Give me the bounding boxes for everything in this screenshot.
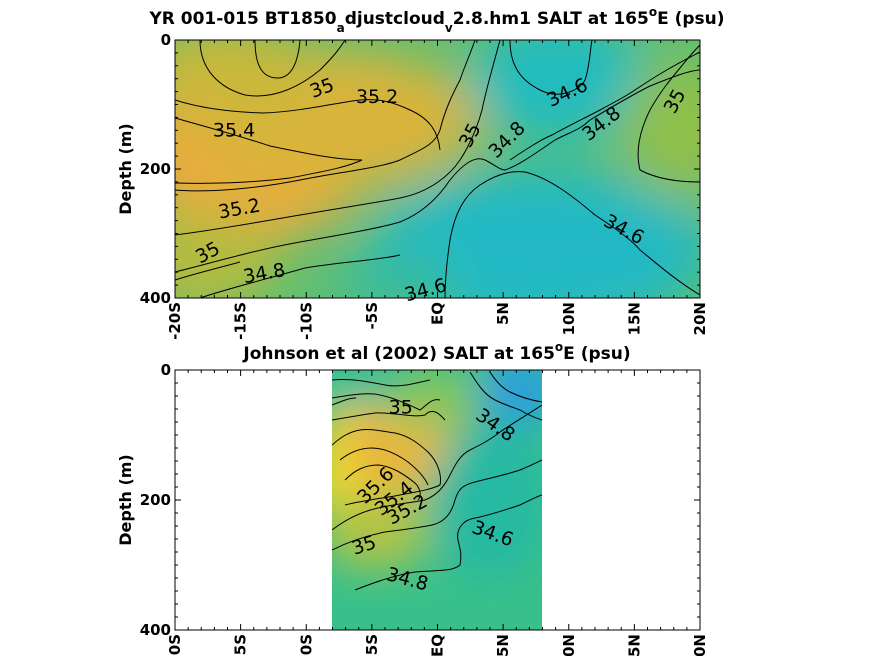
contour-line xyxy=(489,371,542,403)
contour-line xyxy=(332,393,441,411)
x-tick-label: -5S xyxy=(363,634,381,656)
contour-line xyxy=(332,428,441,506)
chart-title-model: YR 001-015 BT1850adjustcloudv2.8.hm1 SAL… xyxy=(148,5,724,35)
contour-line xyxy=(469,371,542,421)
x-tick-label: 15N xyxy=(625,634,643,656)
y-tick-label: 0 xyxy=(161,361,171,379)
y-tick-label: 400 xyxy=(140,621,171,639)
panel-model: YR 001-015 BT1850adjustcloudv2.8.hm1 SAL… xyxy=(116,5,725,340)
contour-line xyxy=(175,99,441,151)
contours-observations xyxy=(332,371,542,591)
x-tick-label: EQ xyxy=(429,634,447,656)
contour-line xyxy=(637,44,700,171)
contours-model xyxy=(175,40,700,298)
y-tick-label: 200 xyxy=(140,491,171,509)
contour-line xyxy=(175,40,476,192)
chart-title-observations: Johnson et al (2002) SALT at 165oE (psu) xyxy=(242,340,630,364)
contour-line xyxy=(199,254,401,298)
x-tick-label: -10S xyxy=(297,634,315,656)
x-tick-label: 20N xyxy=(691,302,709,335)
contour-line xyxy=(254,40,301,79)
x-tick-label: 20N xyxy=(691,634,709,656)
y-tick-label: 0 xyxy=(161,31,171,49)
ticks-observations: -20S -15S -10S -5S EQ 5N 10N 15N 20N 0 200 400 xyxy=(140,361,709,656)
x-tick-label: EQ xyxy=(429,302,447,325)
contour-line xyxy=(175,117,363,184)
x-tick-label: 5N xyxy=(494,634,512,656)
x-tick-label: -20S xyxy=(166,634,184,656)
contour-line xyxy=(199,40,346,97)
contour-line xyxy=(344,464,421,501)
ticks-model: -20S -15S -10S -5S EQ 5N 10N 15N 20N 0 200 400 xyxy=(140,31,709,340)
contour-line xyxy=(339,447,429,486)
contour-line xyxy=(332,459,542,551)
x-tick-label: -15S xyxy=(232,302,250,340)
contour-line xyxy=(509,40,593,95)
y-axis-label-observations: Depth (m) xyxy=(116,454,135,546)
contour-label: 35.2 xyxy=(356,86,398,108)
contour-line xyxy=(175,40,501,236)
contour-line xyxy=(175,261,241,281)
contour-label: 35 xyxy=(389,397,413,419)
contour-line xyxy=(332,379,431,387)
contour-line xyxy=(332,410,446,421)
contour-line xyxy=(444,171,700,298)
contour-line xyxy=(332,404,542,531)
x-tick-label: -20S xyxy=(166,302,184,340)
y-tick-label: 400 xyxy=(140,289,171,307)
x-tick-label: 5N xyxy=(494,302,512,325)
contour-line xyxy=(354,494,542,591)
x-tick-label: 15N xyxy=(625,302,643,335)
contour-line xyxy=(332,397,357,406)
x-tick-label: -5S xyxy=(363,302,381,329)
heatmap-model xyxy=(175,40,700,298)
contour-label: 35.4 xyxy=(213,119,255,141)
heatmap-observations xyxy=(332,370,542,630)
y-tick-label: 200 xyxy=(140,160,171,178)
contour-line xyxy=(509,51,700,161)
y-axis-label-model: Depth (m) xyxy=(116,123,135,215)
contour-line xyxy=(639,169,700,183)
contour-line xyxy=(175,69,700,273)
panel-observations: Johnson et al (2002) SALT at 165oE (psu) xyxy=(116,340,709,656)
x-tick-label: 10N xyxy=(560,302,578,335)
x-tick-label: 10N xyxy=(560,634,578,656)
x-tick-label: -10S xyxy=(297,302,315,340)
x-tick-label: -15S xyxy=(232,634,250,656)
